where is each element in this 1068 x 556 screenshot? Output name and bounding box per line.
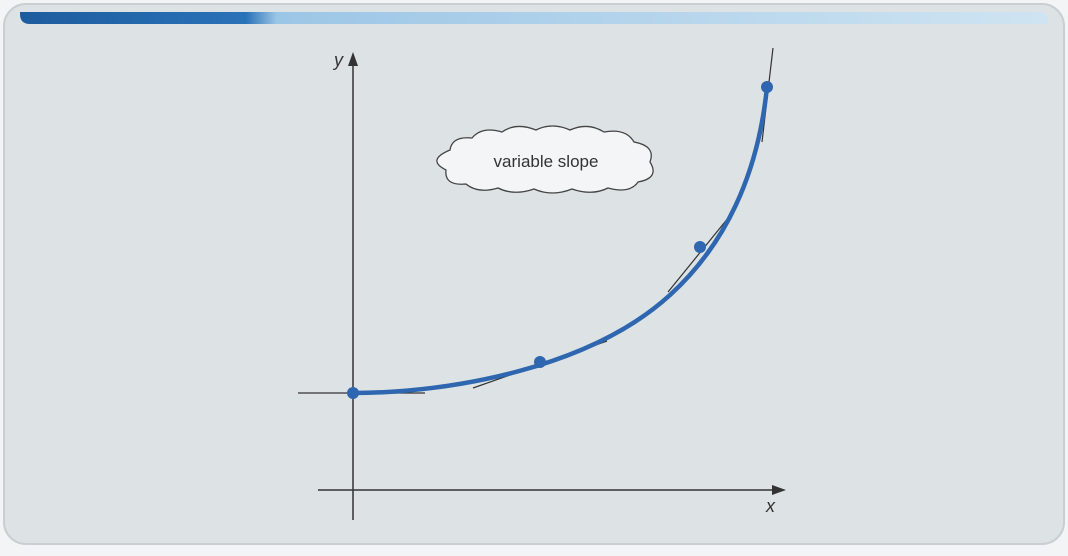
curve — [350, 84, 770, 396]
points — [347, 81, 773, 399]
x-arrow — [772, 485, 786, 495]
point — [694, 241, 706, 253]
axes — [318, 60, 778, 520]
cloud — [436, 125, 654, 194]
annotation: variable slope — [494, 152, 599, 171]
y-arrow — [348, 52, 358, 66]
point — [761, 81, 773, 93]
top-band — [20, 12, 1048, 24]
panel — [3, 3, 1065, 545]
point — [534, 356, 546, 368]
x-label: x — [765, 496, 776, 516]
point — [347, 387, 359, 399]
y-label: y — [332, 50, 344, 70]
